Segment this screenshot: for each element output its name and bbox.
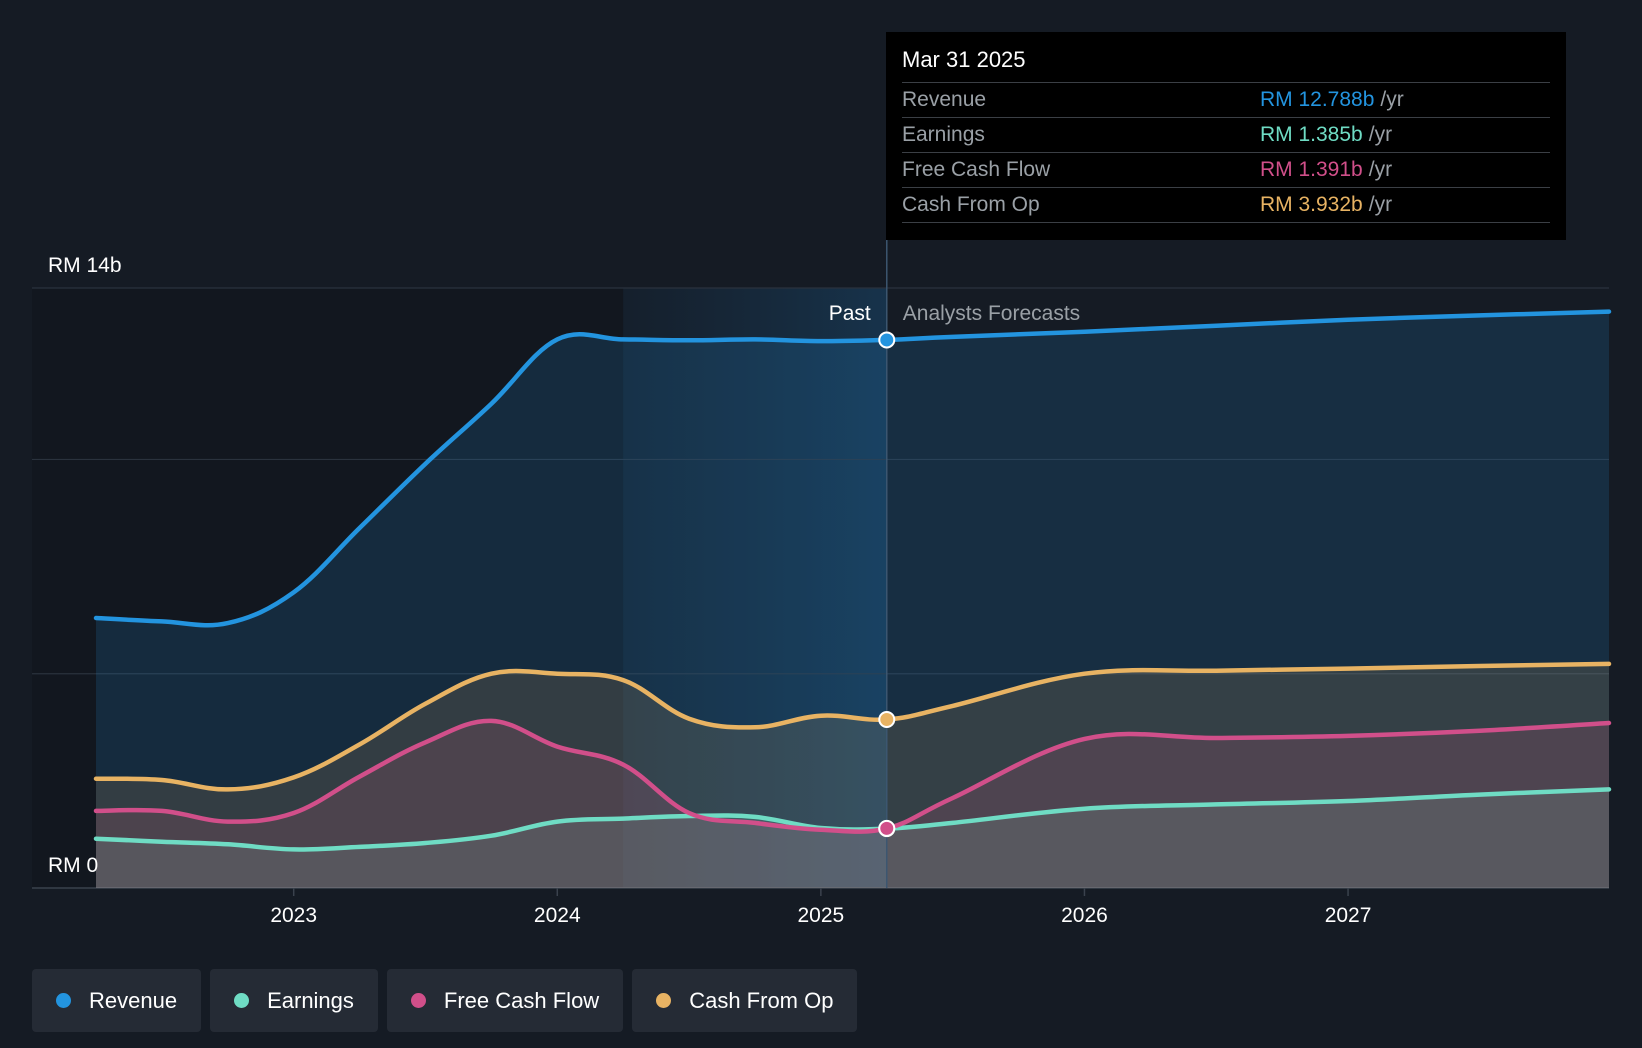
forecast-label: Analysts Forecasts xyxy=(903,302,1080,325)
legend-dot-icon xyxy=(410,993,426,1008)
x-tick-label: 2027 xyxy=(1325,904,1372,927)
cash-from-op-marker xyxy=(878,710,896,728)
free-cash-flow-marker xyxy=(878,819,896,837)
tooltip-row-free-cash-flow: Free Cash Flow RM 1.391b /yr xyxy=(902,152,1550,187)
y-axis-top-label: RM 14b xyxy=(48,254,122,277)
revenue-line xyxy=(93,309,1612,628)
tooltip-value: RM 12.788b xyxy=(1260,88,1375,111)
x-tick-label: 2025 xyxy=(798,904,845,927)
tooltip-value: RM 3.932b xyxy=(1260,193,1363,216)
revenue-marker xyxy=(878,331,896,349)
tooltip-unit: /yr xyxy=(1368,123,1393,146)
earnings-area xyxy=(96,789,1609,888)
tooltip-value: RM 1.385b xyxy=(1260,123,1363,146)
tooltip-date: Mar 31 2025 xyxy=(902,47,1026,72)
tooltip-unit: /yr xyxy=(1368,158,1393,181)
legend-item-free-cash-flow[interactable]: Free Cash Flow xyxy=(386,969,624,1032)
tooltip-unit: /yr xyxy=(1368,193,1393,216)
tooltip-value: RM 1.391b xyxy=(1260,158,1363,181)
legend-item-revenue[interactable]: Revenue xyxy=(32,969,202,1032)
y-axis-bottom-label: RM 0 xyxy=(48,854,98,877)
cash-from-op-line xyxy=(93,661,1612,792)
tooltip-label: Free Cash Flow xyxy=(902,158,1051,181)
tooltip-label: Revenue xyxy=(902,88,987,111)
x-tick-label: 2026 xyxy=(1061,904,1108,927)
free-cash-flow-line xyxy=(93,718,1612,834)
x-tick-label: 2023 xyxy=(270,904,317,927)
legend-dot-icon xyxy=(56,993,71,1008)
tooltip: Mar 31 2025 Revenue RM 12.788b /yr Earni… xyxy=(886,32,1566,240)
earnings-line xyxy=(93,787,1612,852)
tooltip-label: Earnings xyxy=(902,123,985,146)
tooltip-label: Cash From Op xyxy=(902,193,1040,216)
legend-label: Cash From Op xyxy=(689,987,834,1013)
legend-item-earnings[interactable]: Earnings xyxy=(210,969,378,1032)
legend: Revenue Earnings Free Cash Flow Cash Fro… xyxy=(32,969,858,1032)
tooltip-unit: /yr xyxy=(1380,88,1404,111)
legend-label: Revenue xyxy=(89,987,178,1013)
legend-label: Earnings xyxy=(267,987,354,1013)
tooltip-row-cash-from-op: Cash From Op RM 3.932b /yr xyxy=(902,187,1550,223)
legend-dot-icon xyxy=(656,993,672,1008)
x-tick-label: 2024 xyxy=(534,904,581,927)
legend-label: Free Cash Flow xyxy=(443,987,600,1013)
legend-dot-icon xyxy=(234,993,250,1008)
revenue-area xyxy=(96,311,1609,889)
tooltip-row-earnings: Earnings RM 1.385b /yr xyxy=(902,117,1550,152)
cash-from-op-area xyxy=(96,663,1609,888)
past-highlight-region xyxy=(623,288,887,888)
legend-item-cash-from-op[interactable]: Cash From Op xyxy=(632,969,858,1032)
free-cash-flow-area xyxy=(96,720,1609,888)
past-label: Past xyxy=(829,302,871,325)
tooltip-row-revenue: Revenue RM 12.788b /yr xyxy=(902,82,1550,117)
